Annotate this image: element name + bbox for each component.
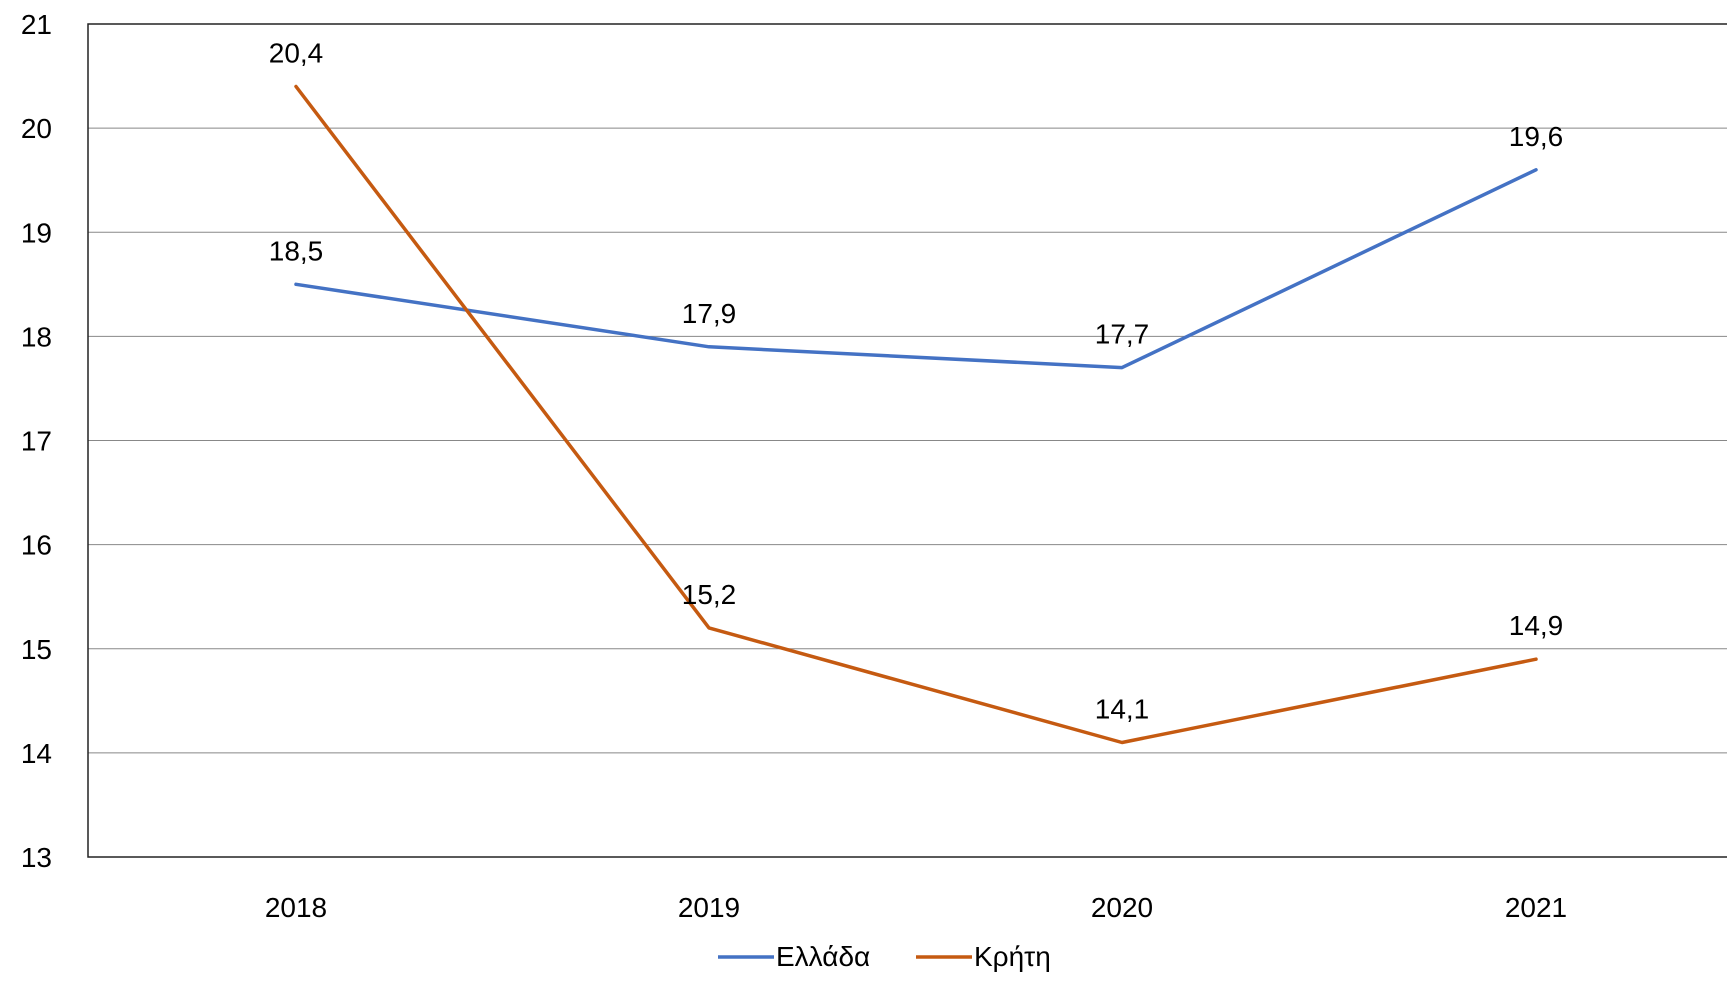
data-label-2-2020: 14,1	[1095, 693, 1150, 724]
legend-label-2: Κρήτη	[974, 941, 1051, 972]
legend-label-1: Ελλάδα	[776, 941, 870, 972]
data-labels: 18,5 17,9 17,7 19,6 20,4 15,2 14,1 14,9	[269, 37, 1564, 724]
data-label-1-2018: 18,5	[269, 235, 324, 266]
data-label-1-2021: 19,6	[1509, 121, 1564, 152]
y-tick-label-15: 15	[21, 634, 52, 665]
x-tick-label-2020: 2020	[1091, 892, 1153, 923]
data-label-1-2019: 17,9	[682, 298, 737, 329]
y-tick-label-17: 17	[21, 426, 52, 457]
x-tick-label-2018: 2018	[265, 892, 327, 923]
plot-area-frame	[87, 23, 1727, 858]
y-tick-label-14: 14	[21, 738, 52, 769]
y-tick-label-21: 21	[21, 9, 52, 40]
data-label-2-2018: 20,4	[269, 37, 324, 68]
legend: Ελλάδα Κρήτη	[718, 941, 1051, 972]
series-line-2	[294, 84, 1538, 745]
y-axis-tick-labels: 13 14 15 16 17 18 19 20 21	[21, 9, 52, 873]
series-lines	[294, 84, 1538, 745]
x-tick-label-2021: 2021	[1505, 892, 1567, 923]
y-tick-label-16: 16	[21, 530, 52, 561]
gridlines	[88, 127, 1727, 754]
y-tick-label-13: 13	[21, 842, 52, 873]
y-tick-label-20: 20	[21, 113, 52, 144]
data-label-2-2021: 14,9	[1509, 610, 1564, 641]
data-label-1-2020: 17,7	[1095, 319, 1150, 350]
y-tick-label-19: 19	[21, 217, 52, 248]
x-axis-tick-labels: 2018 2019 2020 2021	[265, 892, 1567, 923]
series-line-1	[294, 168, 1538, 370]
y-tick-label-18: 18	[21, 321, 52, 352]
data-label-2-2019: 15,2	[682, 579, 737, 610]
x-tick-label-2019: 2019	[678, 892, 740, 923]
